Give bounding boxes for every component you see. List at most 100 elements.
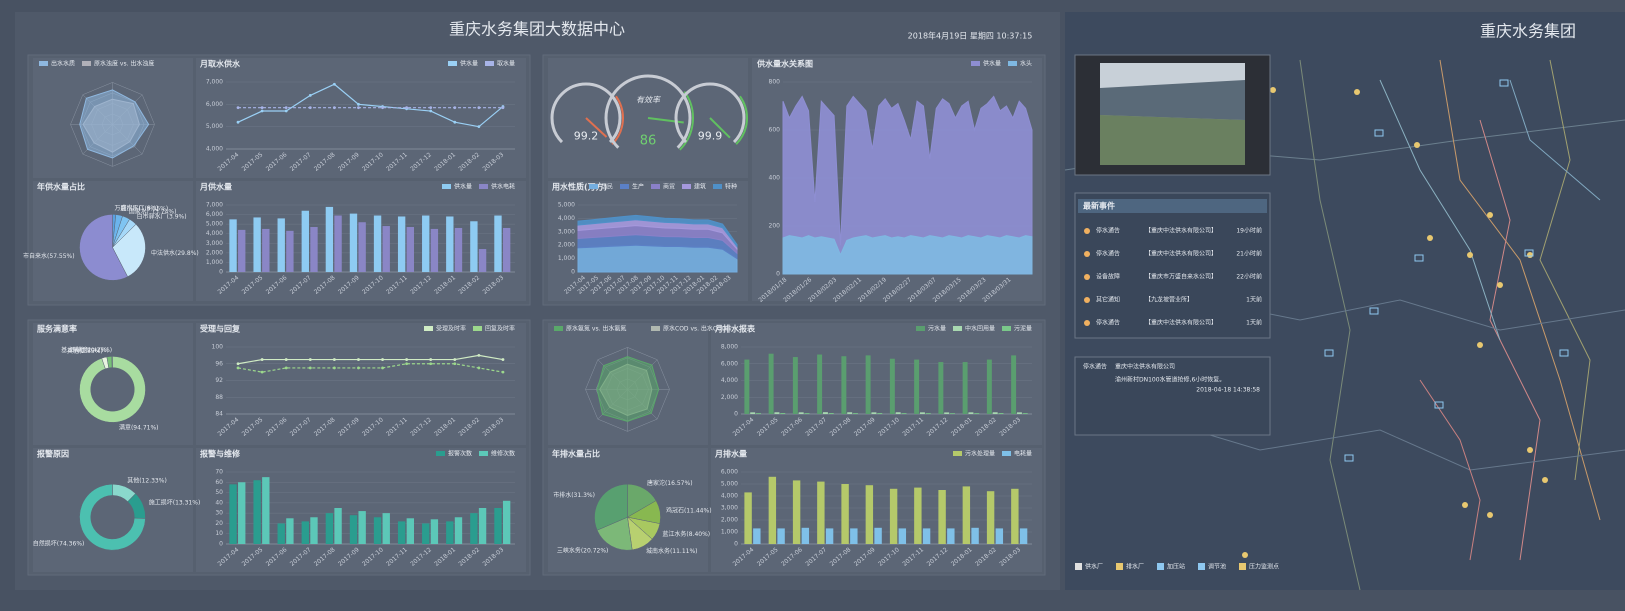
slice bbox=[79, 483, 146, 551]
bar bbox=[986, 491, 995, 544]
bar bbox=[850, 528, 858, 544]
point bbox=[453, 120, 457, 124]
point bbox=[405, 358, 409, 361]
y-tick-label: 6,000 bbox=[721, 469, 738, 476]
bar bbox=[373, 517, 382, 544]
bar bbox=[470, 513, 478, 544]
bar bbox=[301, 521, 309, 544]
gauge-needle bbox=[647, 117, 684, 124]
page-title: 重庆水务集团大数据中心 bbox=[449, 20, 625, 39]
slice bbox=[79, 214, 128, 281]
legend-icon bbox=[1075, 563, 1082, 570]
bar bbox=[777, 528, 785, 544]
y-tick-label: 50 bbox=[215, 489, 223, 496]
notice-company: 重庆中法供水有限公司 bbox=[1115, 363, 1175, 371]
point bbox=[381, 358, 384, 361]
point bbox=[357, 358, 360, 361]
y-tick-label: 4,000 bbox=[206, 146, 223, 153]
point bbox=[236, 362, 240, 366]
gauge-rim bbox=[735, 95, 748, 145]
legend-label: 取水量 bbox=[497, 60, 515, 68]
bar bbox=[494, 508, 502, 544]
legend-label: 报警次数 bbox=[448, 450, 472, 458]
radar-area bbox=[79, 89, 150, 159]
slice-label: 其他(12.33%) bbox=[127, 477, 167, 485]
bar bbox=[914, 487, 922, 544]
chart-title: 报警原因 bbox=[37, 449, 69, 459]
legend-swatch bbox=[713, 184, 722, 189]
y-tick-label: 1,000 bbox=[721, 529, 738, 536]
notice-type: 停水通告 bbox=[1083, 363, 1107, 371]
point bbox=[260, 358, 264, 361]
event-icon bbox=[1084, 251, 1090, 257]
slice-label: 鸡冠石(11.44%) bbox=[666, 506, 712, 514]
bar bbox=[373, 215, 382, 272]
bar bbox=[382, 513, 390, 544]
bar bbox=[768, 476, 777, 544]
y-tick-label: 0 bbox=[734, 541, 738, 548]
event-company: 【重庆中法供水有限公司】 bbox=[1145, 227, 1217, 235]
legend-swatch bbox=[971, 61, 980, 66]
bar bbox=[238, 482, 246, 544]
bar bbox=[865, 355, 871, 414]
bar bbox=[744, 359, 750, 414]
y-tick-label: 3,000 bbox=[558, 228, 575, 235]
bar bbox=[804, 413, 810, 414]
legend-label: 商贸 bbox=[663, 183, 675, 191]
bar bbox=[841, 356, 847, 414]
event-company: 【重庆市万盛自来水公司】 bbox=[1145, 273, 1217, 281]
event-icon bbox=[1084, 297, 1090, 303]
legend-label: 建筑 bbox=[694, 183, 706, 191]
y-tick-label: 30 bbox=[215, 510, 223, 517]
line bbox=[237, 83, 504, 128]
point bbox=[236, 120, 240, 124]
bar bbox=[744, 492, 752, 544]
y-tick-label: 4,000 bbox=[721, 493, 738, 500]
point bbox=[501, 370, 505, 374]
event-time: 22小时前 bbox=[1236, 273, 1262, 281]
point bbox=[332, 358, 336, 361]
y-tick-label: 4,000 bbox=[558, 215, 575, 222]
legend-icon bbox=[1157, 563, 1164, 570]
event-type: 停水通告 bbox=[1096, 250, 1120, 258]
bar bbox=[1011, 355, 1017, 414]
bar bbox=[968, 412, 974, 414]
bar bbox=[478, 508, 487, 544]
legend-swatch bbox=[448, 61, 457, 66]
point bbox=[260, 370, 264, 374]
point bbox=[477, 125, 481, 129]
bar bbox=[825, 528, 834, 544]
legend-label: 供水电耗 bbox=[491, 183, 515, 191]
bar bbox=[998, 413, 1004, 414]
point bbox=[357, 366, 360, 370]
legend-label: 供水量 bbox=[983, 60, 1001, 68]
y-tick-label: 0 bbox=[734, 411, 738, 418]
gauge-value: 99.2 bbox=[574, 130, 599, 143]
bar bbox=[944, 412, 950, 414]
point bbox=[332, 106, 336, 110]
chart-title: 月排水量 bbox=[714, 449, 747, 459]
legend-swatch bbox=[1002, 326, 1011, 331]
y-tick-label: 2,000 bbox=[206, 249, 223, 256]
chart-title: 受理与回复 bbox=[200, 324, 241, 334]
bar bbox=[938, 362, 944, 414]
point bbox=[332, 82, 336, 86]
y-tick-label: 800 bbox=[769, 79, 781, 86]
bar bbox=[898, 528, 907, 544]
y-tick-label: 7,000 bbox=[206, 79, 223, 86]
bar bbox=[446, 216, 454, 272]
bar bbox=[1016, 412, 1022, 414]
event-time: 21小时前 bbox=[1236, 250, 1262, 258]
point bbox=[429, 362, 433, 366]
slice-label: 施工损坏(13.31%) bbox=[149, 498, 201, 506]
legend-icon bbox=[1116, 563, 1123, 570]
gauge-value: 99.9 bbox=[698, 130, 723, 143]
legend-icon bbox=[1239, 563, 1246, 570]
y-tick-label: 5,000 bbox=[206, 123, 223, 130]
slice-label: 城南水务(11.11%) bbox=[646, 547, 698, 555]
gauge-track bbox=[674, 82, 746, 144]
chart-title: 报警与维修 bbox=[200, 449, 241, 459]
event-icon bbox=[1084, 274, 1090, 280]
event-company: 【重庆中法供水有限公司】 bbox=[1145, 319, 1217, 327]
map-lines bbox=[1064, 59, 1625, 591]
